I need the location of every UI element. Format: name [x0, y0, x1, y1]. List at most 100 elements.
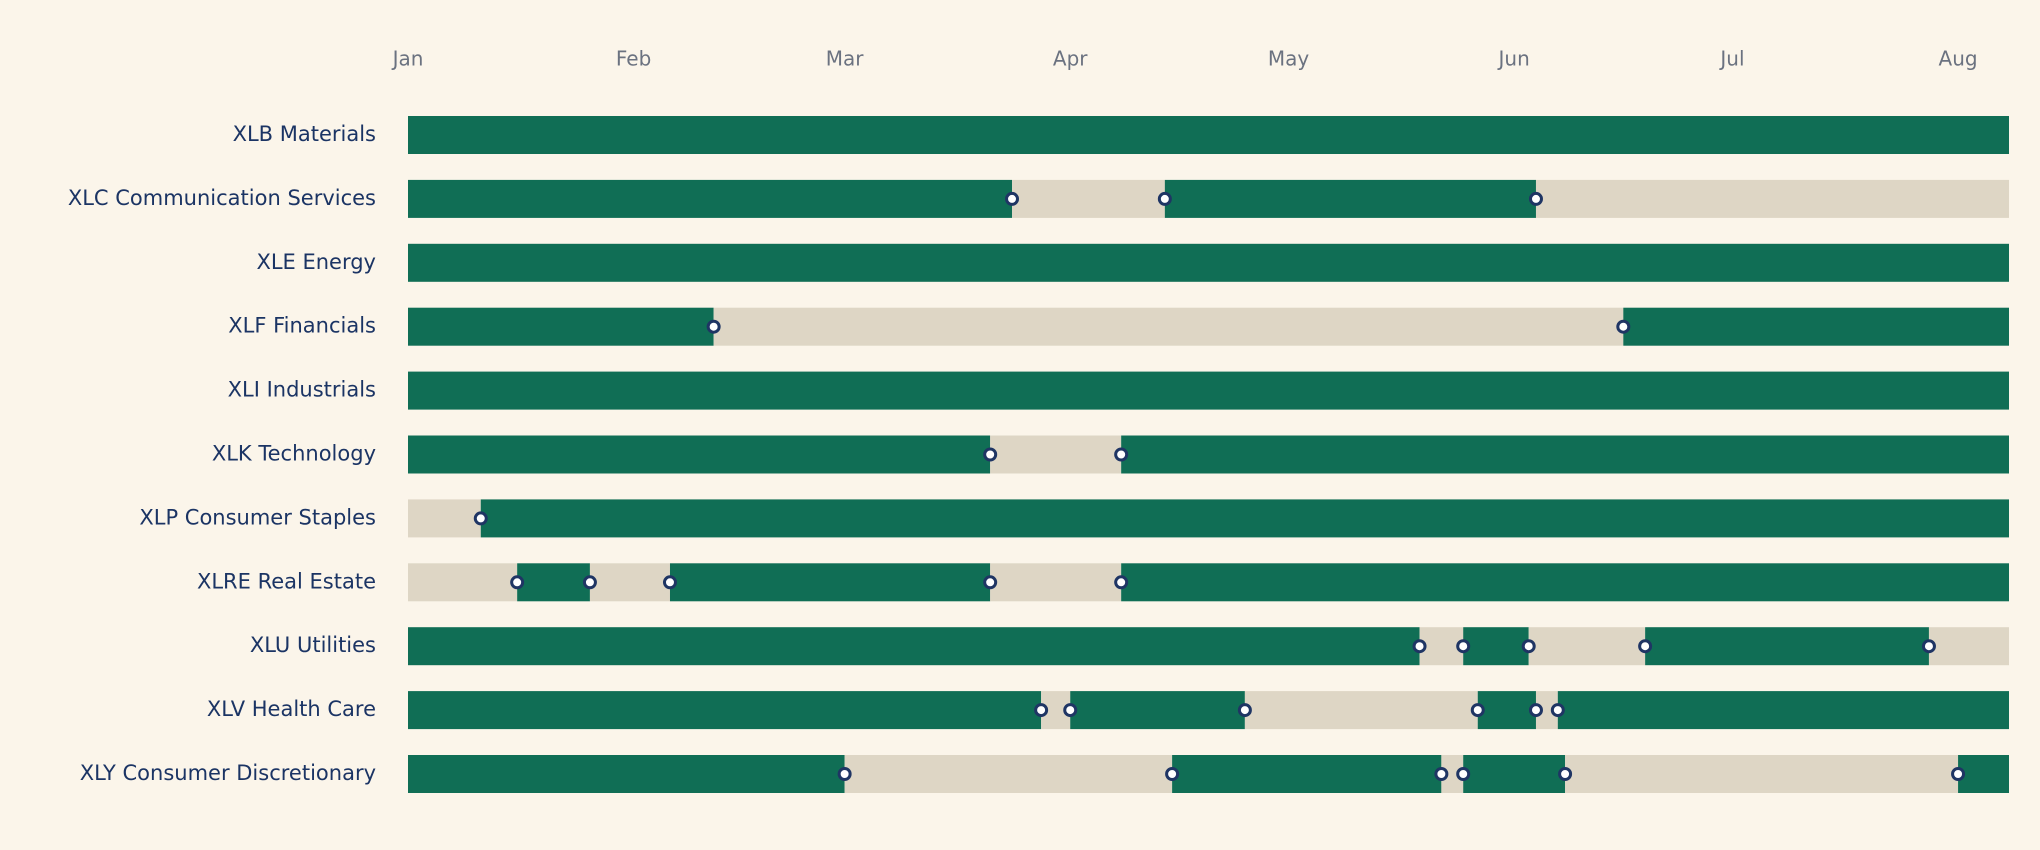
track-xlb	[408, 116, 2009, 154]
month-tick-label: Aug	[1939, 47, 1978, 71]
transition-marker	[473, 511, 488, 526]
row-label-xlf: XLF Financials	[228, 314, 376, 338]
inactive-segment	[844, 755, 1173, 793]
transition-marker	[1456, 767, 1471, 781]
month-tick-label: Mar	[826, 47, 865, 71]
row-tracks	[408, 116, 2010, 793]
row-label-xly: XLY Consumer Discretionary	[80, 761, 376, 785]
inactive-segment	[1528, 627, 1646, 666]
row-label-xlp: XLP Consumer Staples	[139, 505, 376, 529]
row-label-xle: XLE Energy	[256, 250, 376, 274]
inactive-segment	[1535, 691, 1558, 730]
row-label-xlk: XLK Technology	[212, 442, 376, 466]
inactive-segment	[1419, 627, 1464, 666]
track-xli	[408, 371, 2009, 410]
transition-marker	[1470, 703, 1485, 718]
active-segment	[517, 563, 590, 602]
row-label-xlc: XLC Communication Services	[68, 186, 376, 210]
track-xlf	[408, 307, 2009, 346]
active-segment	[480, 499, 2010, 538]
month-tick-label: Apr	[1053, 47, 1088, 71]
transition-marker	[1528, 191, 1543, 206]
transition-marker	[1434, 767, 1449, 781]
active-segment	[1958, 755, 2009, 793]
transition-marker	[1550, 703, 1565, 718]
transition-marker	[662, 575, 677, 590]
transition-marker	[1456, 639, 1471, 654]
active-segment	[408, 627, 1420, 666]
transition-marker	[1921, 639, 1936, 654]
inactive-segment	[1928, 627, 2009, 666]
month-tick-label: Jan	[391, 47, 424, 71]
active-segment	[408, 435, 991, 474]
track-xlre	[408, 563, 2009, 602]
month-tick-label: May	[1268, 47, 1310, 71]
transition-marker	[1005, 191, 1020, 206]
transition-marker	[1638, 639, 1653, 654]
active-segment	[1623, 307, 2009, 346]
transition-marker	[1034, 703, 1049, 718]
track-xlp	[408, 499, 2010, 538]
active-segment	[1164, 179, 1536, 218]
active-segment	[408, 116, 2009, 154]
month-axis: Jan Feb Mar Apr May Jun Jul Aug	[391, 47, 1978, 71]
transition-markers	[473, 191, 1966, 781]
transition-marker	[1063, 703, 1078, 718]
row-label-xli: XLI Industrials	[228, 378, 376, 402]
month-tick-label: Feb	[616, 47, 651, 71]
transition-marker	[706, 319, 721, 334]
transition-marker	[1558, 767, 1573, 781]
month-tick-label: Jun	[1497, 47, 1530, 71]
transition-marker	[1114, 447, 1129, 462]
inactive-segment	[408, 563, 518, 602]
row-label-xlv: XLV Health Care	[207, 697, 376, 721]
inactive-segment	[1535, 179, 2009, 218]
row-label-xlre: XLRE Real Estate	[197, 569, 376, 593]
active-segment	[1172, 755, 1442, 793]
active-segment	[1477, 691, 1536, 730]
inactive-segment	[990, 435, 1122, 474]
transition-marker	[1165, 767, 1180, 781]
transition-marker	[510, 575, 525, 590]
active-segment	[1070, 691, 1245, 730]
transition-marker	[1237, 703, 1252, 718]
track-xle	[408, 243, 2009, 282]
inactive-segment	[1012, 179, 1165, 218]
active-segment	[1557, 691, 2009, 730]
track-xly	[408, 755, 2009, 793]
inactive-segment	[1441, 755, 1464, 793]
transition-marker	[1157, 191, 1172, 206]
transition-marker	[1521, 639, 1536, 654]
transition-marker	[1616, 319, 1631, 334]
active-segment	[408, 243, 2009, 282]
transition-marker	[837, 767, 852, 781]
active-segment	[1121, 435, 2009, 474]
active-segment	[1463, 627, 1529, 666]
active-segment	[408, 371, 2009, 410]
transition-marker	[1412, 639, 1427, 654]
active-segment	[408, 755, 845, 793]
transition-marker	[983, 575, 998, 590]
row-label-xlu: XLU Utilities	[250, 633, 376, 657]
inactive-segment	[589, 563, 670, 602]
active-segment	[1463, 755, 1566, 793]
row-label-xlb: XLB Materials	[233, 122, 376, 146]
track-xlk	[408, 435, 2009, 474]
active-segment	[408, 307, 714, 346]
track-xlu	[408, 627, 2009, 666]
track-xlv	[408, 691, 2009, 730]
inactive-segment	[1244, 691, 1478, 730]
inactive-segment	[990, 563, 1122, 602]
active-segment	[1121, 563, 2009, 602]
active-segment	[1645, 627, 1929, 666]
inactive-segment	[713, 307, 1624, 346]
month-tick-label: Jul	[1718, 47, 1744, 71]
active-segment	[408, 691, 1042, 730]
inactive-segment	[408, 499, 481, 538]
transition-marker	[1951, 767, 1966, 781]
transition-marker	[1114, 575, 1129, 590]
active-segment	[669, 563, 991, 602]
inactive-segment	[1565, 755, 1959, 793]
